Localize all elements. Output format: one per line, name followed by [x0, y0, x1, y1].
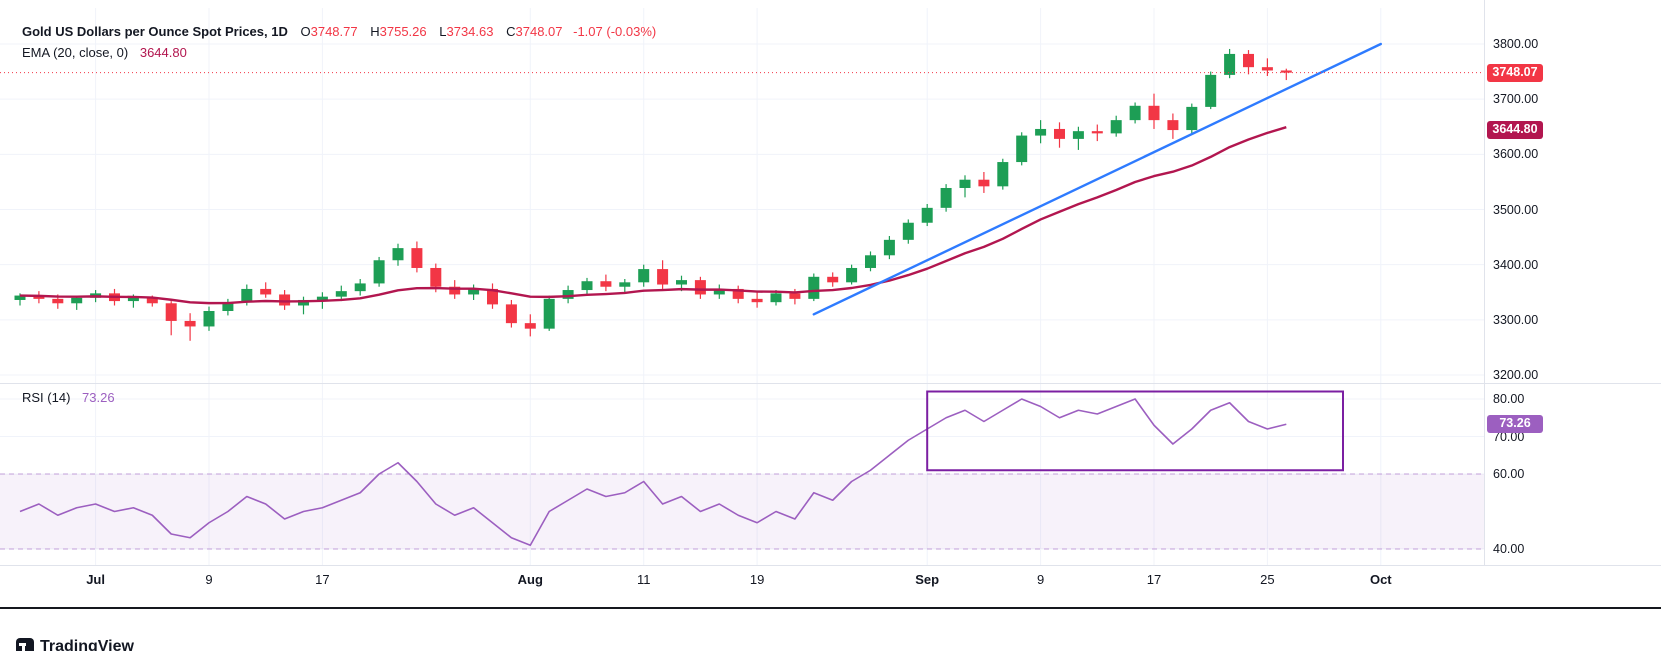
open-value: 3748.77	[310, 24, 358, 39]
rsi-value: 73.26	[82, 390, 115, 405]
price-badge: 3644.80	[1487, 120, 1543, 139]
axis-label: 3200.00	[1493, 368, 1539, 382]
tradingview-logo-icon	[16, 638, 34, 651]
low-label: L	[439, 24, 447, 39]
axis-label: 40.00	[1493, 542, 1525, 556]
close-value: 3748.07	[515, 24, 563, 39]
ema-value: 3644.80	[139, 45, 187, 60]
time-axis-label: Jul	[86, 572, 105, 587]
axis-label: 60.00	[1493, 467, 1525, 481]
high-value: 3755.26	[379, 24, 427, 39]
close-label: C	[506, 24, 516, 39]
time-axis-label: Oct	[1369, 572, 1392, 587]
tradingview-logo-text: TradingView	[40, 638, 134, 651]
axis-label: 3700.00	[1493, 92, 1539, 107]
ema-label: EMA (20, close, 0)	[22, 45, 129, 60]
time-axis-label: 17	[1146, 572, 1162, 587]
time-axis-label: 25	[1260, 572, 1275, 587]
axis-label: 3400.00	[1493, 257, 1539, 272]
ema-legend[interactable]: EMA (20, close, 0) 3644.80	[22, 45, 187, 60]
change-value: -1.07 (-0.03%)	[573, 24, 657, 39]
axis-label: 3600.00	[1493, 147, 1539, 162]
high-label: H	[370, 24, 380, 39]
symbol-legend[interactable]: Gold US Dollars per Ounce Spot Prices, 1…	[22, 24, 656, 39]
low-value: 3734.63	[446, 24, 494, 39]
open-label: O	[300, 24, 311, 39]
price-badge: 3748.07	[1487, 63, 1543, 82]
time-axis-label: Aug	[517, 572, 543, 587]
symbol-title: Gold US Dollars per Ounce Spot Prices, 1…	[22, 24, 288, 39]
price-axis[interactable]: 3800.00 3700.00 3600.00 3500.00 3400.00 3300.…	[1484, 0, 1661, 566]
rsi-legend[interactable]: RSI (14) 73.26	[22, 390, 115, 405]
time-axis-label: Sep	[915, 572, 940, 587]
time-axis-label: 11	[636, 572, 651, 587]
time-axis-label: 19	[749, 572, 765, 587]
axis-label: 3800.00	[1493, 37, 1539, 51]
axis-label: 3300.00	[1493, 312, 1539, 327]
price-badge: 73.26	[1487, 415, 1543, 434]
time-axis-label: 9	[1036, 572, 1045, 587]
axis-label: 80.00	[1493, 392, 1525, 406]
time-axis[interactable]: Jul 9 17 Aug 11 19 Sep 9 17 25 Oct	[0, 566, 1484, 606]
time-axis-label: 17	[315, 572, 330, 587]
rsi-label: RSI (14)	[22, 390, 71, 405]
time-axis-label: 9	[205, 572, 213, 587]
axis-label: 3500.00	[1493, 202, 1539, 217]
tradingview-logo[interactable]: TradingView	[16, 638, 134, 651]
